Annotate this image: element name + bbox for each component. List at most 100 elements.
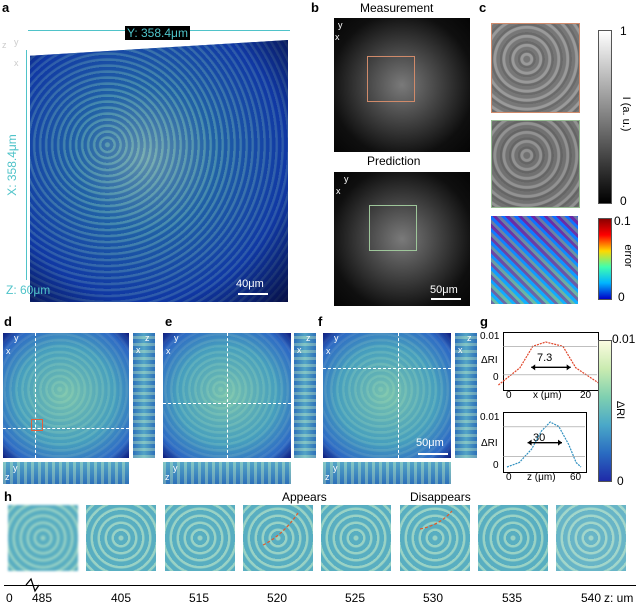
measurement-image: y x <box>334 18 470 152</box>
panel-a-3d-render <box>30 40 288 302</box>
panel-e-label: e <box>165 314 173 329</box>
axis-z-d-side: z <box>145 333 150 343</box>
intensity-cb-bottom: 0 <box>620 194 627 208</box>
error-cb-bottom: 0 <box>618 290 625 304</box>
error-cb-top: 0.1 <box>614 214 631 228</box>
x-dimension-line <box>26 50 27 280</box>
z-slice-525 <box>321 505 391 571</box>
error-colorbar <box>598 218 612 300</box>
panel-c-label: c <box>479 0 487 15</box>
scale-bar-a-label: 40μm <box>236 278 264 290</box>
axis-z-icon: z <box>2 40 7 50</box>
disappears-arrow <box>419 510 453 530</box>
axis-y-d-bottom: y <box>13 463 18 473</box>
axis-y-e: y <box>174 333 179 343</box>
fwhm-arrowhead <box>527 439 532 446</box>
panel-f-xy-image: 50μm y x <box>323 333 451 458</box>
axis-y-d: y <box>14 333 19 343</box>
scale-bar-f-label: 50μm <box>416 437 444 449</box>
panel-d-yz-image: y z <box>3 462 129 484</box>
z-tick-525: 525 <box>345 591 366 605</box>
z-tick-0: 0 <box>6 591 13 605</box>
plot-g-top-xtick-right: 20 <box>580 390 592 401</box>
crosshair-v-e <box>227 333 228 458</box>
z-tick-540: 540 <box>581 591 602 605</box>
prediction-image: 50μm y x <box>334 172 470 306</box>
axis-x-f: x <box>326 346 331 356</box>
axis-y-icon: y <box>14 37 19 47</box>
error-map-image <box>491 216 578 304</box>
plot-g-top-ytick-low: 0 <box>493 372 499 383</box>
panel-a-label: a <box>2 0 10 15</box>
scale-bar-b-label: 50μm <box>430 284 458 296</box>
panel-d-label: d <box>4 314 12 329</box>
panel-e-yz-image: y z <box>163 462 291 484</box>
scale-bar-b <box>431 298 461 300</box>
dri-cb-title: ΔRI <box>614 400 626 420</box>
panel-g-label: g <box>480 314 488 329</box>
prediction-roi-box <box>369 205 417 251</box>
axis-x-e: x <box>166 346 171 356</box>
dri-colorbar <box>598 340 612 482</box>
axis-y-e-bottom: y <box>173 463 178 473</box>
panel-f-label: f <box>318 314 323 329</box>
appears-arrow <box>262 512 299 546</box>
z-tick-535: 535 <box>502 591 523 605</box>
axis-x-d: x <box>6 346 11 356</box>
plot-g-top-width-label: 7.3 <box>537 352 553 364</box>
z-slice-520 <box>243 505 313 571</box>
axis-y-b1: y <box>338 20 343 30</box>
error-cb-title: error <box>622 244 634 268</box>
z-tick-520: 520 <box>267 591 288 605</box>
axis-x-f-side: x <box>458 345 463 355</box>
prediction-title: Prediction <box>367 154 421 168</box>
series-line <box>498 341 602 386</box>
intensity-colorbar <box>598 30 612 204</box>
axis-y-f: y <box>334 333 339 343</box>
fwhm-arrowhead <box>531 364 536 371</box>
crosshair-h-f <box>323 368 451 369</box>
axis-z-f-bottom: z <box>325 472 330 482</box>
plot-g-bottom-ytick-high: 0.01 <box>480 412 500 423</box>
axis-x-e-side: x <box>297 345 302 355</box>
panel-e-xz-image: z x <box>294 333 316 458</box>
plot-g-top-svg <box>498 341 602 386</box>
panel-d-xy-image: y x <box>3 333 129 458</box>
scale-bar-f <box>418 453 448 455</box>
roi-marker-d <box>31 419 43 431</box>
z-slice-540 <box>556 505 626 571</box>
x-dimension-label: X: 358.4μm <box>5 134 19 196</box>
measurement-roi-box <box>367 56 415 102</box>
appears-label: Appears <box>282 490 327 504</box>
series-line <box>506 421 582 468</box>
z-slice-535 <box>478 505 548 571</box>
crosshair-v-f <box>398 333 399 458</box>
axis-z-e-side: z <box>306 333 311 343</box>
z-slice-405 <box>86 505 156 571</box>
disappears-label: Disappears <box>410 490 471 504</box>
plot-g-bottom-frame <box>503 412 587 473</box>
plot-g-bottom-xlabel: z (μm) <box>527 472 556 483</box>
axis-y-b2: y <box>344 174 349 184</box>
prediction-zoom-image <box>491 120 580 208</box>
panel-e-xy-image: y x <box>163 333 291 458</box>
z-axis-unit: z: um <box>604 591 634 605</box>
z-axis-line <box>4 585 636 586</box>
fwhm-arrowhead <box>558 439 563 446</box>
plot-g-top-ylabel: ΔRI <box>481 355 498 366</box>
axis-break-icon <box>25 577 40 593</box>
fwhm-arrowhead <box>566 364 571 371</box>
axis-z-e-bottom: z <box>165 472 170 482</box>
panel-f-yz-image: y z <box>323 462 451 484</box>
plot-g-bottom-xtick-left: 0 <box>506 472 512 483</box>
panel-d-xz-image: z x <box>133 333 155 458</box>
intensity-cb-top: 1 <box>620 24 627 38</box>
intensity-cb-title: I (a. u.) <box>620 96 632 132</box>
dri-cb-bottom: 0 <box>617 474 624 488</box>
axis-z-d-bottom: z <box>5 472 10 482</box>
axis-x-b1: x <box>335 32 340 42</box>
z-tick-530: 530 <box>423 591 444 605</box>
z-slice-485 <box>8 505 78 571</box>
axis-y-f-bottom: y <box>333 463 338 473</box>
plot-g-top-xlabel: x (μm) <box>533 390 562 401</box>
